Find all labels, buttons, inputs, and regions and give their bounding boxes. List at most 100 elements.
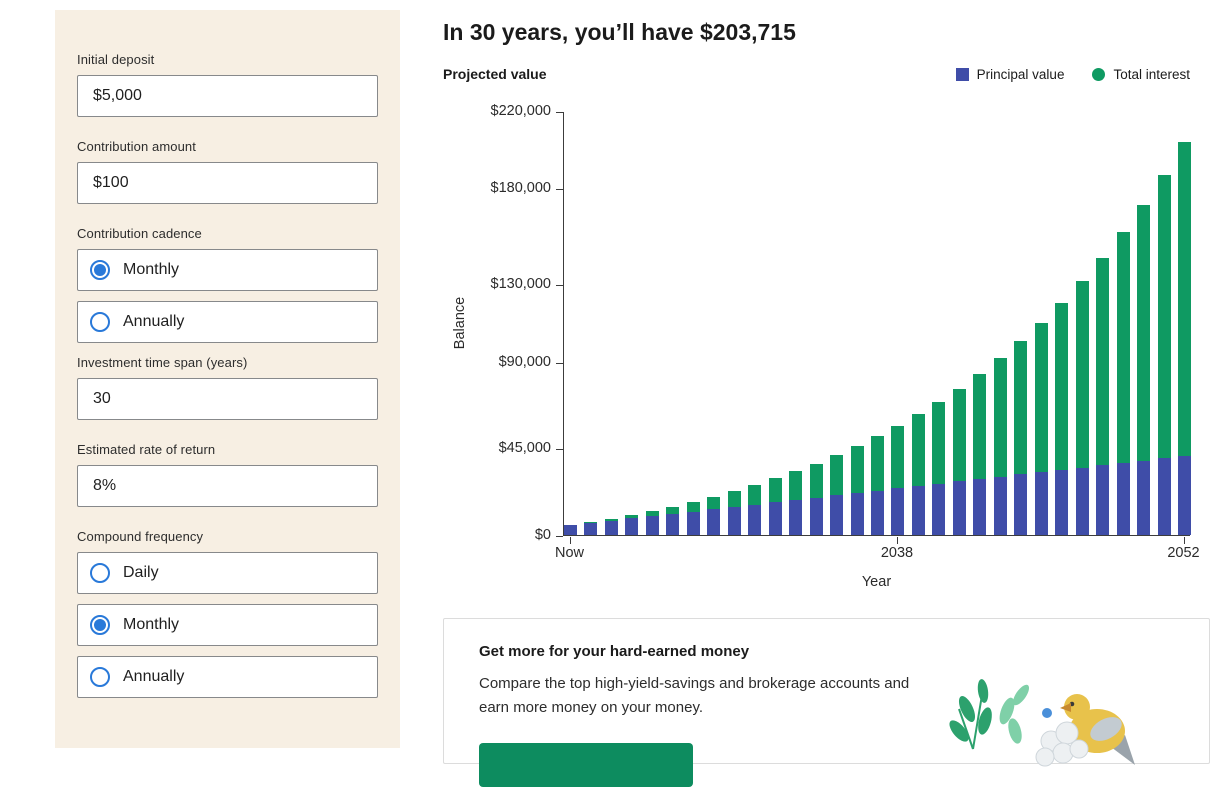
principal-segment [911, 486, 925, 535]
principal-segment [768, 502, 782, 535]
interest-segment [686, 501, 700, 512]
legend-square-swatch-icon [955, 67, 969, 81]
y-tick-label: $90,000 [498, 353, 551, 370]
y-tick-label: $0 [534, 527, 551, 543]
radio-selected-icon [90, 260, 110, 280]
interest-segment [911, 414, 925, 487]
principal-segment [1178, 455, 1191, 535]
cta-button[interactable] [479, 743, 693, 787]
principal-segment [891, 488, 905, 535]
principal-segment [932, 483, 946, 535]
y-tick-mark [556, 362, 563, 364]
field-label-contribution-cadence: Contribution cadence [77, 226, 202, 241]
principal-segment [1075, 467, 1089, 535]
contribution-amount-input[interactable] [77, 162, 378, 204]
interest-segment [1075, 280, 1089, 468]
principal-segment [850, 493, 864, 535]
contribution-cadence-option-monthly[interactable]: Monthly [77, 249, 378, 291]
field-label-compound-frequency: Compound frequency [77, 529, 204, 544]
x-tick-label: 2038 [880, 545, 914, 561]
principal-segment [748, 504, 762, 535]
principal-segment [564, 525, 577, 535]
x-tick-label: Now [554, 545, 585, 561]
interest-segment [727, 490, 741, 507]
principal-segment [1034, 472, 1048, 535]
interest-segment [1014, 341, 1028, 475]
compound-frequency-option-daily[interactable]: Daily [77, 552, 378, 594]
option-label: Monthly [123, 261, 180, 278]
interest-segment [809, 463, 823, 498]
principal-segment [727, 506, 741, 535]
interest-segment [830, 455, 844, 496]
interest-segment [952, 388, 966, 482]
interest-segment [1034, 322, 1048, 473]
headline: In 30 years, you’ll have $203,715 [443, 19, 796, 45]
interest-segment [645, 510, 659, 517]
page: { "colors": { "sidebar_bg": "#f7efe3", "… [55, 0, 1210, 787]
results-panel: In 30 years, you’ll have $203,715 Projec… [443, 0, 1210, 787]
field-label-initial-deposit: Initial deposit [77, 52, 155, 67]
interest-segment [584, 522, 598, 524]
interest-segment [789, 471, 803, 500]
legend-label: Principal value [976, 66, 1065, 82]
y-tick-label: $130,000 [490, 276, 551, 293]
principal-segment [604, 520, 618, 535]
cta-card-title: Get more for your hard-earned money [479, 643, 750, 660]
y-axis-title: Balance [452, 296, 468, 350]
principal-segment [1055, 469, 1069, 535]
principal-segment [645, 516, 659, 535]
x-tick-label: 2052 [1167, 545, 1200, 561]
contribution-cadence-option-annually[interactable]: Annually [77, 301, 378, 343]
interest-segment [993, 358, 1007, 477]
interest-segment [1055, 302, 1069, 470]
principal-segment [809, 497, 823, 535]
principal-segment [686, 511, 700, 535]
interest-segment [973, 374, 987, 480]
legend-item-total-interest: Total interest [1092, 67, 1190, 82]
field-label-contribution-amount: Contribution amount [77, 139, 196, 154]
interest-segment [707, 496, 721, 510]
radio-unselected-icon [90, 312, 110, 332]
chart-header: Projected value Principal value Total int… [443, 66, 1210, 82]
cta-card: Get more for your hard-earned money Comp… [443, 618, 1210, 787]
y-tick-mark [556, 189, 563, 191]
x-tick-mark [1183, 537, 1185, 544]
y-tick-mark [556, 536, 563, 537]
calculator-form: Initial deposit Contribution amount Contri… [77, 52, 378, 698]
principal-segment [625, 518, 639, 535]
investment-time-span-input[interactable] [77, 378, 378, 420]
option-label: Annually [123, 313, 185, 330]
x-tick-mark [896, 537, 898, 544]
interest-segment [1116, 232, 1130, 463]
principal-segment [871, 490, 884, 535]
interest-segment [932, 402, 946, 484]
interest-segment [1096, 257, 1110, 466]
y-tick-mark [556, 112, 563, 113]
principal-segment [789, 499, 803, 535]
calculator-panel: Initial deposit Contribution amount Contri… [55, 10, 400, 748]
principal-segment [1137, 460, 1151, 535]
y-tick-label: $220,000 [490, 103, 551, 119]
option-label: Monthly [123, 616, 180, 633]
compound-frequency-option-annually[interactable]: Annually [77, 656, 378, 698]
principal-segment [1157, 458, 1171, 535]
estimated-rate-of-return-input[interactable] [77, 465, 378, 507]
principal-segment [666, 513, 680, 535]
initial-deposit-input[interactable] [77, 75, 378, 117]
x-tick-mark [569, 537, 571, 544]
principal-segment [1116, 462, 1130, 535]
y-tick-mark [556, 285, 563, 287]
compound-frequency-radio-group: Daily Monthly Annually [77, 552, 378, 698]
principal-segment [830, 495, 844, 535]
interest-segment [850, 446, 864, 493]
x-axis-title: Year [861, 574, 892, 590]
interest-segment [1178, 142, 1191, 456]
y-tick-mark [556, 449, 563, 451]
legend-label: Total interest [1113, 66, 1190, 82]
bird-illustration [949, 679, 1135, 767]
interest-segment [625, 514, 639, 519]
y-tick-label: $45,000 [498, 440, 551, 457]
radio-unselected-icon [90, 667, 110, 687]
principal-segment [952, 481, 966, 535]
compound-frequency-option-monthly[interactable]: Monthly [77, 604, 378, 646]
